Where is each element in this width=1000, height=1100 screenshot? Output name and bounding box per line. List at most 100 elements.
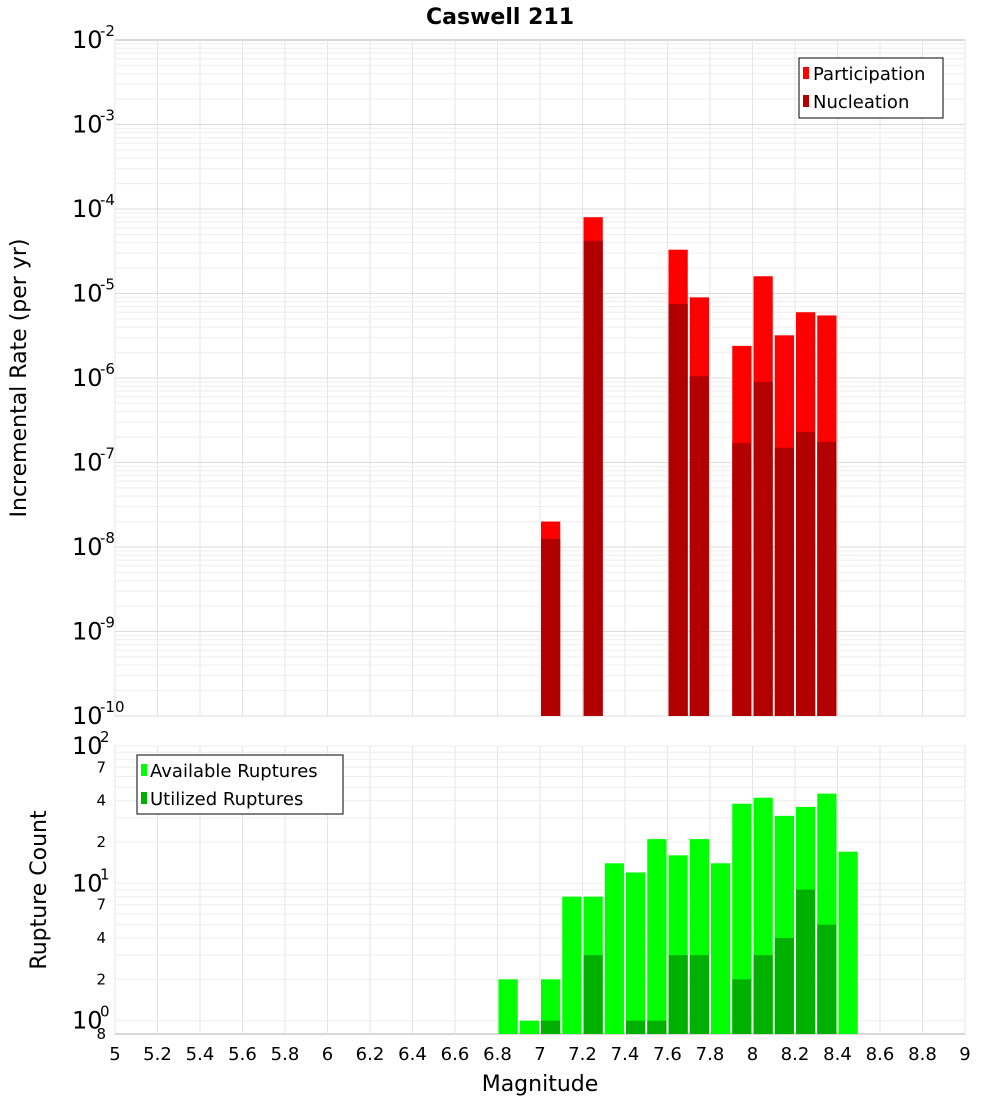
nucleation-bar (668, 304, 688, 716)
count-y-tick-exponent: 2 (100, 728, 110, 746)
utilized-ruptures-bar (626, 1020, 646, 1034)
rate-y-tick-exponent: -5 (100, 276, 115, 294)
available-ruptures-bar (626, 872, 646, 1034)
rate-y-tick-exponent: -8 (100, 529, 115, 547)
count-y-tick-base: 10 (72, 1007, 103, 1035)
utilized-legend-swatch (141, 792, 147, 804)
x-tick-label: 5.8 (271, 1044, 300, 1065)
participation-legend-swatch (803, 67, 809, 79)
nucleation-bar (689, 376, 709, 716)
nucleation-bar (583, 240, 603, 716)
rate-y-tick-exponent: -10 (100, 698, 125, 716)
utilized-ruptures-bar (541, 1020, 561, 1034)
rate-legend: Participation Nucleation (798, 57, 944, 119)
count-y-minor-label: 2 (96, 833, 106, 851)
utilized-ruptures-bar (583, 955, 603, 1034)
count-bars (498, 793, 858, 1034)
rate-y-tick-base: 10 (72, 618, 103, 646)
count-y-tick-exponent: 1 (100, 865, 110, 883)
utilized-ruptures-bar (668, 955, 688, 1034)
utilized-ruptures-bar (796, 889, 816, 1034)
utilized-ruptures-bar (817, 924, 837, 1034)
x-tick-label: 6.4 (398, 1044, 427, 1065)
count-y-minor-label: 8 (96, 1025, 106, 1043)
rate-grid (114, 40, 966, 717)
rate-y-tick-base: 10 (72, 26, 103, 54)
x-tick-label: 8 (747, 1044, 758, 1065)
count-y-tick-label: 101 (72, 865, 110, 897)
x-tick-label: 7 (534, 1044, 545, 1065)
available-ruptures-bar (498, 979, 518, 1034)
nucleation-bar (753, 381, 773, 716)
x-tick-label: 7.4 (611, 1044, 640, 1065)
count-y-minor-label: 7 (96, 758, 106, 776)
available-ruptures-bar (647, 839, 667, 1034)
available-ruptures-bar (838, 851, 858, 1034)
x-tick-label: 5.6 (228, 1044, 257, 1065)
x-tick-label: 9 (959, 1044, 970, 1065)
rate-y-tick-base: 10 (72, 533, 103, 561)
nucleation-bar (817, 441, 837, 716)
available-ruptures-bar (604, 863, 624, 1034)
x-tick-label: 5.2 (143, 1044, 172, 1065)
available-ruptures-bar (711, 863, 731, 1034)
utilized-ruptures-bar (732, 979, 752, 1034)
nucleation-legend-label: Nucleation (813, 92, 909, 113)
nucleation-bar (774, 447, 794, 716)
count-y-tick-base: 10 (72, 732, 103, 760)
rate-y-tick-label: 10-6 (72, 360, 115, 392)
x-tick-label: 8.8 (908, 1044, 937, 1065)
available-ruptures-bar (732, 803, 752, 1034)
available-ruptures-bar (541, 979, 561, 1034)
rate-y-tick-exponent: -6 (100, 360, 115, 378)
available-legend-swatch (141, 764, 147, 776)
rate-y-tick-exponent: -7 (100, 445, 115, 463)
count-legend: Available Ruptures Utilized Ruptures (136, 754, 344, 815)
utilized-ruptures-bar (753, 955, 773, 1034)
available-ruptures-bar (562, 896, 582, 1034)
x-tick-label: 6.2 (356, 1044, 385, 1065)
x-axis-label: Magnitude (482, 1072, 599, 1097)
rate-y-tick-exponent: -9 (100, 614, 115, 632)
rate-panel: 10-210-310-410-510-610-710-810-910-10 In… (7, 22, 966, 730)
available-legend-label: Available Ruptures (150, 761, 318, 782)
x-tick-label: 6 (322, 1044, 333, 1065)
x-tick-label: 7.8 (696, 1044, 725, 1065)
rate-y-tick-label: 10-3 (72, 107, 115, 139)
x-tick-label: 6.6 (441, 1044, 470, 1065)
count-y-minor-label: 4 (96, 929, 106, 947)
count-y-minor-label: 2 (96, 970, 106, 988)
rate-y-tick-label: 10-7 (72, 445, 115, 477)
rate-bars (541, 217, 837, 716)
x-ticks: 5 5.2 5.4 5.6 5.8 6 6.2 6.4 6.6 6.8 7 7.2 7.4 7.6 7.8 8… (109, 1044, 970, 1065)
utilized-ruptures-bar (647, 1020, 667, 1034)
rate-y-tick-label: 10-10 (72, 698, 125, 730)
rate-y-ticks: 10-210-310-410-510-610-710-810-910-10 (72, 22, 125, 730)
utilized-legend-label: Utilized Ruptures (150, 789, 303, 810)
x-tick-label: 8.2 (781, 1044, 810, 1065)
count-y-axis-label: Rupture Count (27, 810, 52, 970)
x-tick-label: 6.8 (483, 1044, 512, 1065)
rate-y-tick-base: 10 (72, 195, 103, 223)
nucleation-bar (796, 431, 816, 716)
rate-y-tick-label: 10-5 (72, 276, 115, 308)
rate-y-tick-base: 10 (72, 449, 103, 477)
count-legend-box (136, 754, 344, 815)
utilized-ruptures-bar (774, 938, 794, 1034)
x-tick-label: 7.2 (568, 1044, 597, 1065)
rate-y-tick-base: 10 (72, 111, 103, 139)
count-y-tick-base: 10 (72, 869, 103, 897)
rate-y-tick-exponent: -3 (100, 107, 115, 125)
nucleation-legend-swatch (803, 95, 809, 107)
x-tick-label: 7.6 (653, 1044, 682, 1065)
chart-title: Caswell 211 (426, 5, 574, 30)
rate-y-tick-exponent: -2 (100, 22, 115, 40)
rate-y-tick-base: 10 (72, 280, 103, 308)
x-tick-label: 5 (109, 1044, 120, 1065)
rate-y-tick-label: 10-9 (72, 614, 115, 646)
x-tick-label: 8.4 (823, 1044, 852, 1065)
participation-legend-label: Participation (813, 64, 925, 85)
utilized-ruptures-bar (689, 955, 709, 1034)
